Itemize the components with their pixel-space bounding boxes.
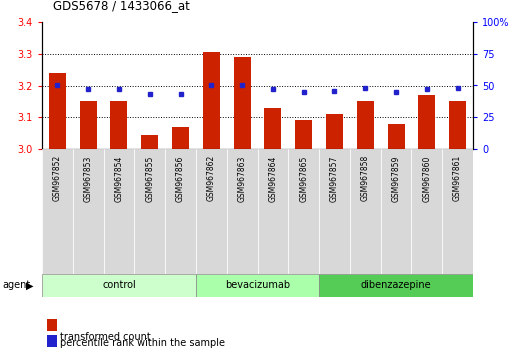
Bar	[388, 124, 404, 149]
Bar	[42, 274, 196, 297]
Text: GSM967858: GSM967858	[361, 155, 370, 201]
Bar	[203, 52, 220, 149]
Text: dibenzazepine: dibenzazepine	[361, 280, 431, 291]
Bar	[442, 149, 473, 274]
Bar	[103, 149, 134, 274]
Text: percentile rank within the sample: percentile rank within the sample	[61, 338, 225, 348]
Bar	[265, 108, 281, 149]
Text: GSM967857: GSM967857	[330, 155, 339, 202]
Text: GSM967860: GSM967860	[422, 155, 431, 202]
Text: GSM967864: GSM967864	[268, 155, 277, 202]
Text: control: control	[102, 280, 136, 291]
Bar	[196, 149, 227, 274]
Bar	[49, 73, 66, 149]
Bar	[227, 149, 258, 274]
Bar	[326, 114, 343, 149]
Text: GSM967853: GSM967853	[83, 155, 93, 202]
Bar	[142, 135, 158, 149]
Bar	[411, 149, 442, 274]
Text: GSM967863: GSM967863	[238, 155, 247, 202]
Bar	[288, 149, 319, 274]
Bar	[381, 149, 411, 274]
Text: GSM967862: GSM967862	[207, 155, 216, 201]
Text: GSM967865: GSM967865	[299, 155, 308, 202]
Text: GSM967859: GSM967859	[392, 155, 401, 202]
Text: agent: agent	[3, 280, 31, 291]
Bar	[357, 101, 374, 149]
Text: ▶: ▶	[26, 280, 34, 291]
Text: bevacizumab: bevacizumab	[225, 280, 290, 291]
Bar	[80, 101, 97, 149]
Text: GSM967856: GSM967856	[176, 155, 185, 202]
Bar	[418, 95, 435, 149]
Bar	[172, 127, 189, 149]
Text: GDS5678 / 1433066_at: GDS5678 / 1433066_at	[53, 0, 190, 12]
Bar	[258, 149, 288, 274]
Text: GSM967854: GSM967854	[115, 155, 124, 202]
Bar	[196, 274, 319, 297]
Bar	[165, 149, 196, 274]
Text: GSM967852: GSM967852	[53, 155, 62, 201]
Bar	[319, 274, 473, 297]
Bar	[73, 149, 103, 274]
Bar	[449, 101, 466, 149]
Text: transformed count: transformed count	[61, 332, 151, 342]
Bar	[110, 101, 127, 149]
Bar	[234, 57, 251, 149]
Bar	[350, 149, 381, 274]
Bar	[42, 149, 73, 274]
Bar	[134, 149, 165, 274]
Text: GSM967861: GSM967861	[453, 155, 462, 201]
Text: GSM967855: GSM967855	[145, 155, 154, 202]
Bar	[319, 149, 350, 274]
Bar	[295, 120, 312, 149]
